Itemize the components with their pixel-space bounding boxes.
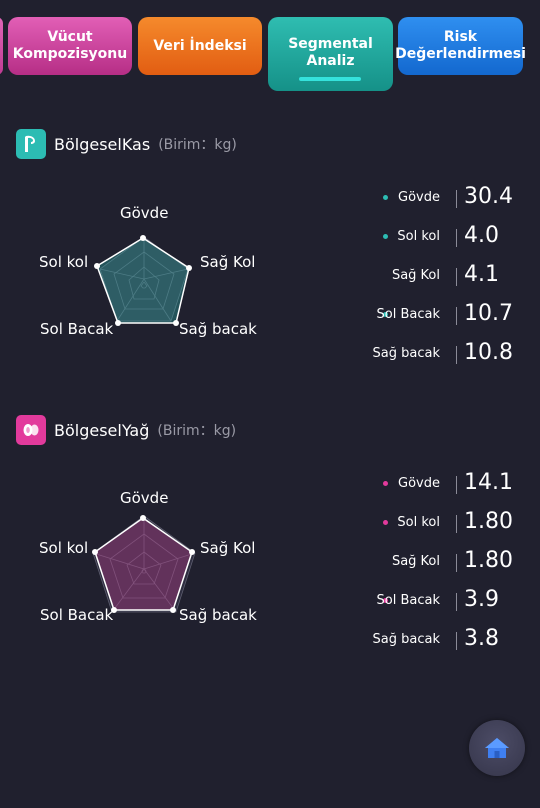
radar-label-sol-kol: Sol kol xyxy=(39,539,89,557)
segment-label: Sağ Kol xyxy=(391,554,440,569)
segment-label: Sol Bacak xyxy=(376,307,440,322)
segment-label: Gövde xyxy=(398,476,440,491)
active-tab-indicator xyxy=(299,77,361,81)
segment-value: 4.1 xyxy=(464,262,499,287)
segment-label: Sağ bacak xyxy=(372,346,440,361)
divider xyxy=(456,268,457,286)
divider xyxy=(456,229,457,247)
tab-bar: Vücut Kompozisyonu Veri İndeksi Segmenta… xyxy=(0,0,540,100)
pink-dot xyxy=(383,481,388,486)
fat-drop-icon xyxy=(16,415,46,445)
segment-label: Sol kol xyxy=(397,229,440,244)
divider xyxy=(456,190,457,208)
segment-value: 3.8 xyxy=(464,626,499,651)
segment-value: 30.4 xyxy=(464,184,513,209)
radar-label-govde: Gövde xyxy=(120,204,169,222)
teal-dot xyxy=(383,195,388,200)
section-unit: (Birim：kg) xyxy=(158,137,237,153)
tab-veri-indeksi[interactable]: Veri İndeksi xyxy=(138,17,262,75)
tab-vucut-kompozisyonu[interactable]: Vücut Kompozisyonu xyxy=(8,17,132,75)
home-icon xyxy=(485,738,509,758)
radar-label-sag-kol: Sağ Kol xyxy=(200,539,256,557)
segment-value: 4.0 xyxy=(464,223,499,248)
divider xyxy=(456,593,457,611)
tab-previous-partial[interactable] xyxy=(0,17,3,75)
list-item: Sağ Kol 4.1 xyxy=(380,262,530,303)
tab-label: Vücut Kompozisyonu xyxy=(12,29,128,62)
segment-value: 3.9 xyxy=(464,587,499,612)
teal-dot xyxy=(383,234,388,239)
radar-label-sol-bacak: Sol Bacak xyxy=(40,606,114,624)
tab-risk-degerlendirmesi[interactable]: Risk Değerlendirmesi xyxy=(395,17,526,75)
segment-value: 1.80 xyxy=(464,509,513,534)
list-item: Sol kol 4.0 xyxy=(380,223,530,264)
fat-values-list: Gövde 14.1 Sol kol 1.80 Sağ Kol 1.80 Sol… xyxy=(373,470,530,667)
home-button[interactable] xyxy=(469,720,525,776)
tab-label: Veri İndeksi xyxy=(153,37,247,54)
list-item: Sol Bacak 10.7 xyxy=(376,301,530,342)
fat-radar-chart: Gövde Sağ Kol Sağ bacak Sol Bacak Sol ko… xyxy=(0,476,300,676)
muscle-values-list: Gövde 30.4 Sol kol 4.0 Sağ Kol 4.1 Sol B… xyxy=(373,184,530,381)
teal-dot xyxy=(383,312,388,317)
segment-value: 14.1 xyxy=(464,470,513,495)
radar-label-sag-kol: Sağ Kol xyxy=(200,253,256,271)
segment-value: 1.80 xyxy=(464,548,513,573)
fat-section-header: BölgeselYağ (Birim：kg) xyxy=(16,415,236,445)
list-item: Sağ Kol 1.80 xyxy=(380,548,530,589)
list-item: Sağ bacak 10.8 xyxy=(373,340,530,381)
divider xyxy=(456,346,457,364)
section-unit: (Birim：kg) xyxy=(157,423,237,439)
radar-label-govde: Gövde xyxy=(120,489,169,507)
segment-value: 10.8 xyxy=(464,340,513,365)
tab-label: Risk Değerlendirmesi xyxy=(395,29,526,62)
segment-value: 10.7 xyxy=(464,301,513,326)
arm-muscle-icon xyxy=(16,129,46,159)
list-item: Gövde 30.4 xyxy=(380,184,530,225)
list-item: Gövde 14.1 xyxy=(380,470,530,511)
divider xyxy=(456,307,457,325)
list-item: Sağ bacak 3.8 xyxy=(373,626,530,667)
segment-label: Sol kol xyxy=(397,515,440,530)
list-item: Sol Bacak 3.9 xyxy=(376,587,530,628)
radar-label-sol-bacak: Sol Bacak xyxy=(40,320,114,338)
radar-label-sag-bacak: Sağ bacak xyxy=(179,320,257,338)
radar-label-sag-bacak: Sağ bacak xyxy=(179,606,257,624)
segment-label: Sol Bacak xyxy=(376,593,440,608)
pink-dot xyxy=(383,520,388,525)
section-title: BölgeselYağ xyxy=(54,420,150,440)
radar-label-sol-kol: Sol kol xyxy=(39,253,89,271)
divider xyxy=(456,476,457,494)
muscle-section-header: BölgeselKas (Birim：kg) xyxy=(16,129,237,159)
divider xyxy=(456,554,457,572)
muscle-radar-chart: Gövde Sağ Kol Sağ bacak Sol Bacak Sol ko… xyxy=(0,190,300,390)
list-item: Sol kol 1.80 xyxy=(380,509,530,550)
segment-label: Sağ bacak xyxy=(372,632,440,647)
divider xyxy=(456,632,457,650)
segment-label: Gövde xyxy=(398,190,440,205)
segment-label: Sağ Kol xyxy=(391,268,440,283)
section-title: BölgeselKas xyxy=(54,134,151,154)
tab-label: Segmental Analiz xyxy=(288,36,373,69)
divider xyxy=(456,515,457,533)
pink-dot xyxy=(383,598,388,603)
tab-segmental-analiz[interactable]: Segmental Analiz xyxy=(268,17,393,91)
